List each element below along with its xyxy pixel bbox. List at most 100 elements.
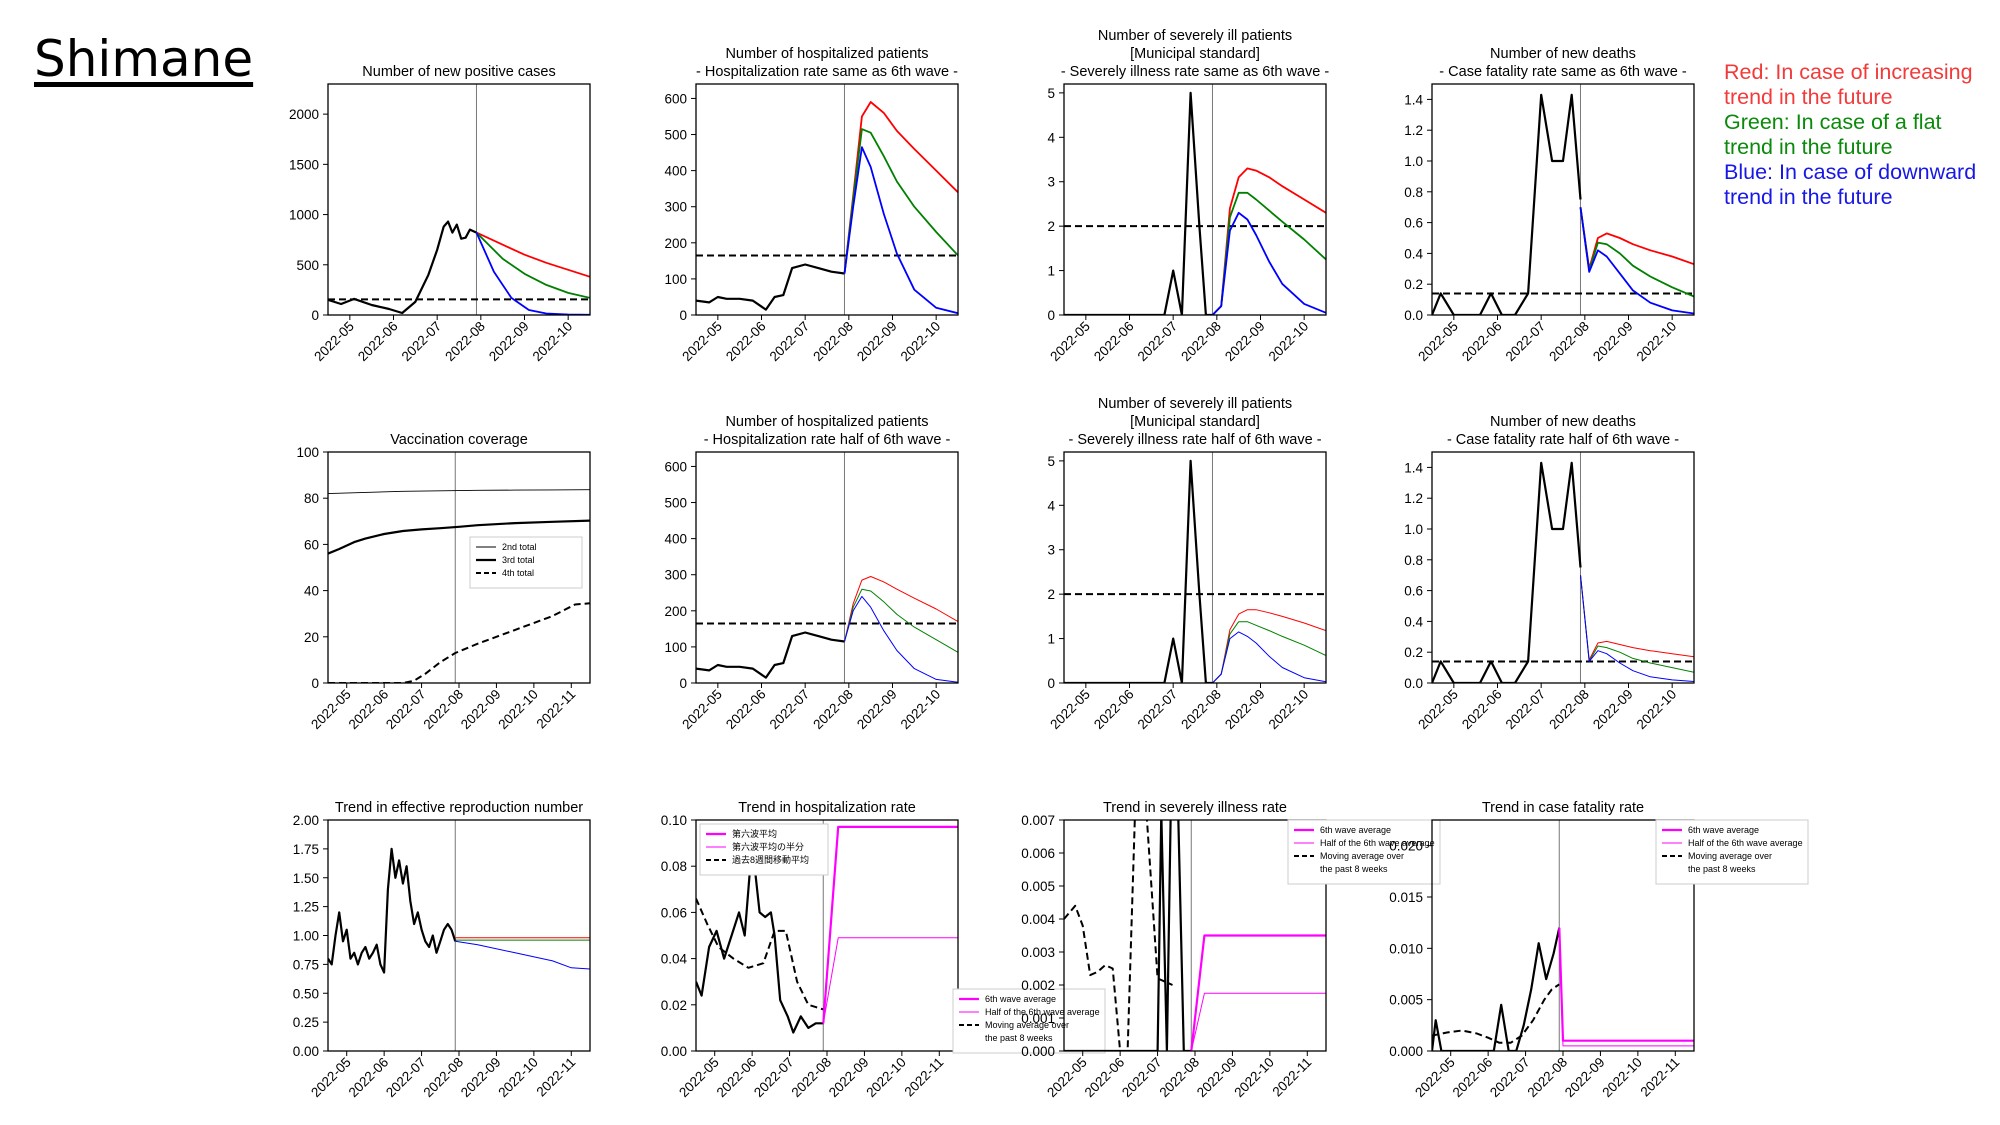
series-line-magenta — [822, 937, 958, 1024]
series-line-red — [1580, 575, 1694, 661]
y-tick-label: 1000 — [289, 208, 319, 223]
x-tick-label: 2022-08 — [1156, 1055, 1202, 1101]
y-tick-label: 600 — [664, 91, 687, 106]
series-line-red — [1212, 609, 1326, 683]
y-tick-label: 400 — [664, 532, 687, 547]
axes-frame — [1431, 83, 1695, 316]
chart-c9: Trend in effective reproduction number 0.… — [293, 800, 591, 1101]
x-tick-label: 2022-08 — [1178, 687, 1224, 733]
series-line-black — [328, 847, 457, 974]
legend-note-line-green-2: trend in the future — [1724, 135, 1893, 159]
x-tick-label: 2022-08 — [1178, 319, 1224, 365]
x-tick-label: 2022-08 — [810, 319, 856, 365]
y-tick-label: 1.2 — [1404, 123, 1423, 138]
chart-title: Number of hospitalized patients — [725, 414, 928, 430]
chart-title: Trend in severely illness rate — [1103, 800, 1287, 816]
y-tick-label: 0.00 — [293, 1044, 319, 1059]
color-legend-note: Red: In case of increasing trend in the … — [1724, 60, 1976, 210]
chart-c8: Number of new deaths - Case fatality rate… — [1404, 414, 1695, 733]
y-tick-label: 300 — [664, 200, 687, 215]
series-line-blue — [475, 232, 590, 315]
plot-area — [696, 820, 958, 1051]
plot-area — [1064, 84, 1326, 315]
x-tick-label: 2022-05 — [1047, 687, 1093, 733]
x-tick-label: 2022-07 — [1503, 687, 1549, 733]
x-tick-label: 2022-08 — [1524, 1055, 1570, 1101]
legend-label: the past 8 weeks — [1688, 864, 1756, 874]
y-tick-label: 0.04 — [661, 952, 688, 967]
series-line-red — [476, 231, 590, 278]
chart-title: Trend in hospitalization rate — [738, 800, 916, 816]
x-tick-label: 2022-06 — [1459, 319, 1505, 365]
x-tick-label: 2022-05 — [679, 319, 725, 365]
y-tick-label: 5 — [1047, 86, 1055, 101]
chart-c4: Number of new deaths - Case fatality rate… — [1404, 46, 1695, 365]
y-tick-label: 2 — [1047, 219, 1055, 234]
legend-label: Moving average over — [985, 1020, 1069, 1030]
y-tick-label: 600 — [664, 459, 687, 474]
x-tick-label: 2022-09 — [1590, 319, 1636, 365]
y-tick-label: 1.25 — [293, 900, 319, 915]
series-line-blue — [844, 595, 958, 683]
series-line-black — [328, 519, 590, 555]
y-tick-label: 500 — [296, 258, 319, 273]
series-line-black — [328, 489, 590, 495]
y-tick-label: 0.2 — [1404, 645, 1423, 660]
y-tick-label: 0.006 — [1021, 846, 1055, 861]
y-tick-label: 500 — [664, 496, 687, 511]
chart-title: [Municipal standard] — [1130, 414, 1260, 430]
x-tick-label: 2022-06 — [346, 1055, 392, 1101]
series-line-green — [1579, 207, 1694, 298]
series-line-blue — [843, 146, 958, 315]
y-tick-label: 1.4 — [1404, 92, 1423, 107]
x-tick-label: 2022-08 — [442, 319, 488, 365]
x-tick-label: 2022-09 — [1222, 319, 1268, 365]
y-tick-label: 0.6 — [1404, 584, 1423, 599]
x-tick-label: 2022-05 — [1047, 319, 1093, 365]
y-tick-label: 1 — [1047, 264, 1055, 279]
y-tick-label: 2000 — [289, 107, 319, 122]
series-line-black — [696, 263, 845, 311]
chart-title: - Severely illness rate same as 6th wave… — [1061, 64, 1330, 80]
legend-label: Moving average over — [1320, 851, 1404, 861]
x-tick-label: 2022-09 — [458, 687, 504, 733]
y-tick-label: 0.06 — [661, 905, 687, 920]
y-tick-label: 4 — [1047, 498, 1055, 513]
y-tick-label: 0.0 — [1404, 676, 1423, 691]
x-tick-label: 2022-09 — [1590, 687, 1636, 733]
x-tick-label: 2022-09 — [1194, 1055, 1240, 1101]
x-tick-label: 2022-07 — [751, 1055, 797, 1101]
x-tick-label: 2022-05 — [308, 687, 354, 733]
y-tick-label: 1.75 — [293, 842, 319, 857]
series-line-black — [328, 220, 477, 315]
series-line-blue — [455, 940, 590, 970]
y-tick-label: 0.50 — [293, 986, 319, 1001]
x-tick-label: 2022-10 — [530, 319, 576, 365]
chart-title: - Severely illness rate half of 6th wave… — [1068, 432, 1321, 448]
y-tick-label: 200 — [664, 236, 687, 251]
series-line-magenta — [1558, 927, 1694, 1047]
series-line-magenta — [1190, 934, 1326, 1051]
series-line-black — [328, 602, 590, 683]
x-tick-label: 2022-05 — [308, 1055, 354, 1101]
y-tick-label: 1.00 — [293, 929, 319, 944]
chart-c6: Number of hospitalized patients - Hospita… — [664, 414, 959, 732]
x-tick-label: 2022-08 — [1546, 319, 1592, 365]
x-tick-label: 2022-05 — [676, 1055, 722, 1101]
chart-title: - Case fatality rate same as 6th wave - — [1439, 64, 1687, 80]
x-tick-label: 2022-10 — [898, 319, 944, 365]
x-tick-label: 2022-10 — [1266, 319, 1312, 365]
y-tick-label: 0.001 — [1021, 1011, 1055, 1026]
x-tick-label: 2022-05 — [1415, 319, 1461, 365]
y-tick-label: 80 — [304, 491, 319, 506]
chart-c7: Number of severely ill patients [Municipa… — [1047, 396, 1327, 733]
legend-box — [469, 536, 583, 589]
plot-area — [1064, 820, 1326, 1051]
y-tick-label: 0.00 — [661, 1044, 687, 1059]
y-tick-label: 0 — [1047, 308, 1055, 323]
x-tick-label: 2022-10 — [1634, 319, 1680, 365]
x-tick-label: 2022-10 — [495, 1055, 541, 1101]
x-tick-label: 2022-06 — [346, 687, 392, 733]
series-line-black — [1432, 93, 1582, 315]
